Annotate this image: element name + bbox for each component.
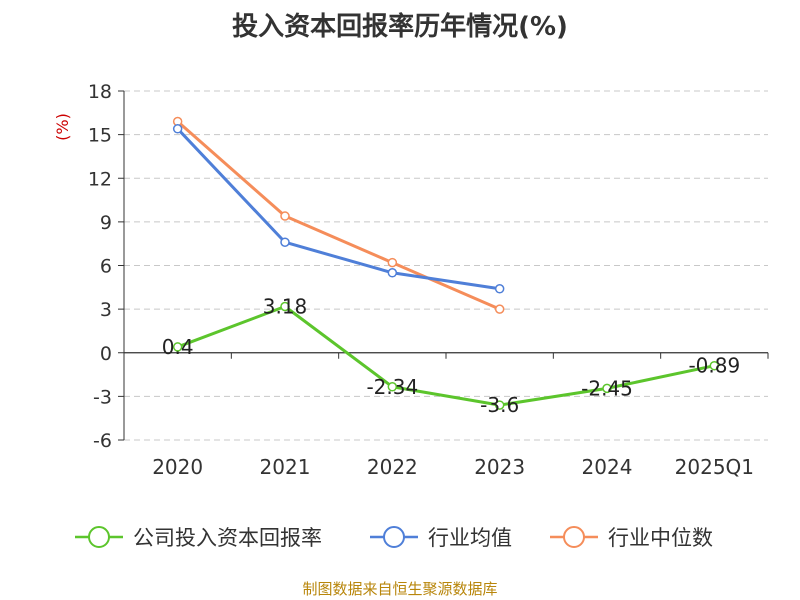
legend: 公司投入资本回报率 行业均值 行业中位数 [75, 526, 713, 550]
data-point[interactable] [602, 383, 612, 394]
series-line [177, 305, 715, 407]
data-point[interactable] [172, 124, 183, 134]
axis-layer: 18 15 12 9 6 3 0 -3 -6 2020 2021 2022 2023 2024 2025Q1… [53, 81, 769, 479]
legend-swatch-marker [383, 526, 405, 548]
y-tick-label: 18 [88, 81, 112, 103]
x-tick-label: 2022 [367, 455, 418, 479]
legend-label: 行业均值 [428, 526, 512, 550]
y-tick-label: 12 [88, 168, 112, 190]
data-point[interactable] [387, 382, 398, 392]
legend-item[interactable]: 公司投入资本回报率 [75, 526, 322, 550]
grid-layer [124, 90, 768, 441]
y-tick-label: 9 [100, 212, 112, 234]
data-label: -0.89 [688, 354, 740, 378]
x-tick-label: 2021 [260, 455, 311, 479]
data-point[interactable] [387, 257, 398, 268]
data-label: -2.34 [366, 375, 418, 399]
y-tick-label: -6 [93, 430, 112, 452]
data-label: 3.18 [263, 295, 308, 319]
y-tick-label: 3 [100, 299, 112, 321]
legend-item[interactable]: 行业中位数 [550, 526, 713, 550]
source-note: 制图数据来自恒生聚源数据库 [302, 580, 498, 598]
y-tick-label: -3 [93, 386, 112, 408]
data-point[interactable] [280, 237, 290, 247]
y-tick-label: 0 [100, 343, 112, 365]
data-point[interactable] [280, 211, 290, 221]
legend-label: 行业中位数 [608, 526, 713, 550]
data-label-layer: 0.4 3.18 -2.34 -3.6 -2.45 -0.89 [162, 295, 740, 418]
data-point[interactable] [494, 284, 505, 294]
x-tick-label: 2024 [582, 455, 633, 479]
data-label: 0.4 [162, 335, 194, 359]
y-tick-label: 6 [100, 256, 112, 278]
legend-label: 公司投入资本回报率 [133, 526, 322, 550]
data-label: -2.45 [581, 376, 633, 400]
y-tick-label: 15 [88, 125, 112, 147]
data-point[interactable] [172, 342, 183, 352]
legend-item[interactable]: 行业均值 [370, 526, 512, 550]
data-label: -3.6 [480, 393, 519, 417]
y-axis-label: (%) [53, 113, 72, 141]
series-line [176, 120, 501, 311]
data-point[interactable] [494, 400, 505, 410]
data-point[interactable] [387, 268, 398, 278]
series-line [176, 127, 500, 291]
x-tick-label: 2025Q1 [675, 455, 754, 479]
legend-swatch-marker [88, 526, 110, 548]
series-layer [172, 116, 720, 410]
data-point[interactable] [280, 301, 290, 312]
x-tick-label: 2020 [152, 455, 203, 479]
chart-title: 投入资本回报率历年情况(%) [232, 12, 568, 42]
legend-swatch-marker [563, 526, 585, 548]
x-tick-label: 2023 [474, 455, 525, 479]
data-point[interactable] [494, 304, 505, 314]
data-point[interactable] [709, 360, 720, 371]
